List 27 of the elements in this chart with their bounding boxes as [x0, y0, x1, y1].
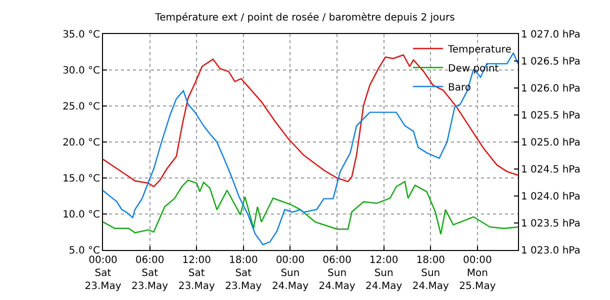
x-tick-label: 12:00 Sat 23.May: [178, 255, 215, 292]
x-tick-label: 18:00 Sat 23.May: [225, 255, 262, 292]
x-tick-label: 00:00 Sun 24.May: [272, 255, 309, 292]
y2-tick-label: 1 024.0 hPa: [521, 192, 580, 202]
chart-title: Température ext / point de rosée / baromètre depuis 2 jours: [154, 12, 455, 24]
y-tick-label: 25.0 °C: [62, 102, 100, 112]
y2-tick-label: 1 025.0 hPa: [521, 138, 580, 148]
y2-tick-label: 1 026.5 hPa: [521, 56, 580, 68]
y2-tick-label: 1 023.0 hPa: [521, 246, 580, 256]
y-tick-label: 5.0 °C: [68, 246, 100, 256]
y2-tick-label: 1 027.0 hPa: [521, 30, 580, 40]
x-tick-label: 18:00 Sun 24.May: [412, 255, 449, 292]
y-tick-label: 35.0 °C: [62, 30, 100, 40]
legend-label: Temperature: [447, 44, 512, 56]
y2-tick-label: 1 024.5 hPa: [521, 164, 580, 176]
x-tick-label: 12:00 Sun 24.May: [366, 255, 402, 292]
y-tick-label: 20.0 °C: [62, 138, 100, 148]
x-tick-label: 00:00 Sat 23.May: [84, 255, 122, 292]
y2-tick-label: 1 025.5 hPa: [521, 110, 580, 122]
y2-tick-label: 1 026.0 hPa: [521, 84, 580, 94]
x-tick-label: 06:00 Sat 23.May: [132, 255, 168, 292]
x-tick-label: 06:00 Sun 24.May: [318, 255, 356, 292]
y-tick-label: 10.0 °C: [62, 210, 100, 220]
x-tick-label: 00:00 Mon 25.May: [459, 255, 496, 292]
y-tick-label: 15.0 °C: [62, 174, 100, 184]
y2-tick-label: 1 023.5 hPa: [521, 218, 580, 230]
y-tick-label: 30.0 °C: [62, 66, 100, 76]
